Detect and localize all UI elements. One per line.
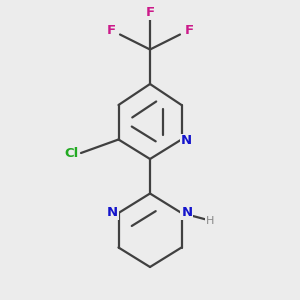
Text: F: F bbox=[146, 6, 154, 19]
Text: Cl: Cl bbox=[64, 147, 79, 160]
Text: N: N bbox=[181, 134, 192, 148]
Text: H: H bbox=[206, 216, 214, 226]
Text: N: N bbox=[107, 206, 118, 219]
Text: N: N bbox=[181, 206, 193, 220]
Text: F: F bbox=[107, 24, 116, 37]
Text: F: F bbox=[184, 24, 194, 37]
